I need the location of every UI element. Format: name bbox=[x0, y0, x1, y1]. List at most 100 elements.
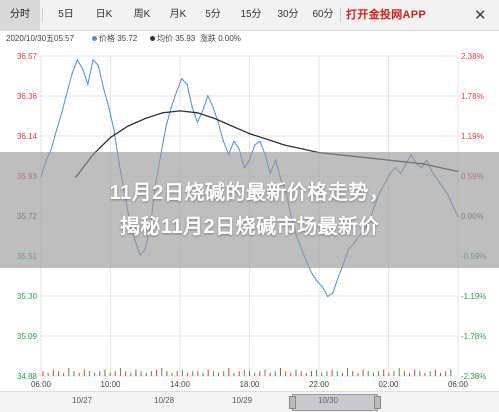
x-tick-label: 06:00 bbox=[31, 380, 52, 389]
price-readout: 价格 35.72 bbox=[92, 30, 137, 48]
y-tick-label: 36.57 bbox=[17, 52, 38, 61]
price-point bbox=[102, 87, 105, 89]
avg-label: 均价 bbox=[157, 34, 173, 43]
change-value: 0.00% bbox=[218, 34, 241, 43]
close-button[interactable]: ✕ bbox=[460, 0, 499, 30]
price-point bbox=[217, 121, 219, 123]
x-tick-label: 02:00 bbox=[378, 380, 399, 389]
navigator-right-handle[interactable] bbox=[374, 396, 381, 409]
price-point bbox=[327, 295, 329, 298]
price-point bbox=[170, 106, 172, 108]
price-point bbox=[87, 83, 89, 85]
time-navigator[interactable]: 10/27 10/28 10/29 10/30 bbox=[0, 391, 499, 412]
tab-5min[interactable]: 5分 bbox=[205, 9, 221, 20]
avg-value: 35.93 bbox=[175, 34, 196, 43]
pct-tick-label: -1.78% bbox=[461, 332, 486, 341]
period-tab-bar: 分时 5日 日K 周K 月K 5分 15分 30分 60分 打开金投网APP ✕ bbox=[0, 0, 499, 31]
avg-point bbox=[301, 148, 303, 150]
avg-point bbox=[266, 138, 268, 140]
navigator-left-handle[interactable] bbox=[289, 396, 296, 409]
change-label: 涨跌 bbox=[200, 34, 216, 43]
avg-point bbox=[144, 117, 146, 120]
change-readout: 涨跌 0.00% bbox=[200, 30, 241, 48]
price-point bbox=[238, 148, 240, 150]
price-legend-dot-icon bbox=[92, 36, 97, 42]
navigator-date: 10/28 bbox=[154, 396, 175, 405]
tab-60min[interactable]: 60分 bbox=[312, 9, 334, 20]
tab-5day[interactable]: 5日 bbox=[58, 9, 74, 20]
price-point bbox=[259, 140, 261, 142]
price-point bbox=[92, 59, 94, 61]
price-point bbox=[191, 106, 193, 108]
price-point bbox=[186, 83, 188, 85]
y-tick-label: 35.30 bbox=[17, 292, 38, 301]
price-point bbox=[113, 129, 115, 131]
y-tick-label: 35.09 bbox=[17, 332, 38, 341]
price-point bbox=[56, 129, 58, 131]
tab-divider bbox=[42, 8, 43, 22]
tab-daily-k[interactable]: 日K bbox=[95, 9, 113, 20]
y-tick-label: 34.88 bbox=[17, 372, 38, 381]
price-point bbox=[196, 121, 198, 123]
price-point bbox=[82, 68, 84, 70]
tab-15min[interactable]: 15分 bbox=[240, 9, 262, 20]
navigator-date: 10/30 bbox=[318, 396, 339, 405]
price-point bbox=[207, 95, 209, 97]
avg-point bbox=[248, 133, 251, 135]
price-point bbox=[254, 144, 256, 146]
price-point bbox=[175, 91, 178, 93]
avg-readout: 均价 35.93 bbox=[150, 30, 195, 48]
price-point bbox=[321, 286, 324, 288]
price-point bbox=[222, 140, 224, 142]
price-point bbox=[66, 91, 68, 93]
avg-point bbox=[283, 144, 285, 146]
y-tick-label: 36.36 bbox=[17, 92, 38, 101]
pct-tick-label: 1.78% bbox=[461, 92, 484, 101]
price-point bbox=[76, 59, 79, 61]
navigator-date: 10/29 bbox=[232, 396, 253, 405]
avg-point bbox=[162, 112, 164, 114]
tab-30min[interactable]: 30分 bbox=[277, 9, 299, 20]
quote-info-bar: 2020/10/30五05:57 价格 35.72 均价 35.93 涨跌 0.… bbox=[0, 30, 499, 48]
x-tick-label: 06:00 bbox=[448, 380, 469, 389]
tab-intraday[interactable]: 分时 bbox=[0, 0, 40, 30]
price-point bbox=[61, 112, 63, 114]
headline-line-1: 11月2日烧碱的最新价格走势， bbox=[109, 182, 390, 204]
price-point bbox=[50, 148, 53, 150]
x-tick-label: 14:00 bbox=[170, 380, 191, 389]
avg-point bbox=[109, 136, 112, 138]
avg-point bbox=[179, 110, 181, 112]
price-point bbox=[233, 140, 235, 142]
price-point bbox=[332, 292, 334, 294]
avg-point bbox=[196, 112, 198, 114]
tab-weekly-k[interactable]: 周K bbox=[133, 9, 151, 20]
price-point bbox=[181, 78, 183, 80]
price-value: 35.72 bbox=[117, 34, 138, 43]
price-point bbox=[71, 72, 73, 74]
pct-tick-label: 1.19% bbox=[461, 132, 484, 141]
pct-tick-label: -2.38% bbox=[461, 372, 486, 381]
price-point bbox=[165, 125, 167, 127]
navigator-range-window[interactable] bbox=[289, 394, 381, 411]
price-point bbox=[212, 106, 214, 108]
headline-line-2: 揭秘11月2日烧碱市场最新价 bbox=[119, 216, 380, 238]
navigator-date: 10/27 bbox=[72, 396, 93, 405]
avg-legend-dot-icon bbox=[150, 36, 155, 42]
price-point bbox=[337, 276, 339, 279]
pct-tick-label: -1.19% bbox=[461, 292, 486, 301]
quote-datetime: 2020/10/30五05:57 bbox=[6, 34, 75, 43]
tab-monthly-k[interactable]: 月K bbox=[169, 9, 187, 20]
avg-point bbox=[214, 117, 216, 120]
x-tick-label: 18:00 bbox=[239, 380, 260, 389]
headline-overlay: 11月2日烧碱的最新价格走势， 揭秘11月2日烧碱市场最新价 bbox=[0, 152, 499, 268]
tab-divider bbox=[340, 8, 341, 22]
price-point bbox=[202, 110, 204, 112]
open-app-link[interactable]: 打开金投网APP bbox=[346, 9, 427, 21]
avg-point bbox=[231, 125, 233, 127]
x-tick-label: 10:00 bbox=[100, 380, 121, 389]
x-tick-label: 22:00 bbox=[309, 380, 330, 389]
close-icon: ✕ bbox=[474, 7, 487, 24]
price-point bbox=[108, 106, 110, 108]
avg-point bbox=[127, 125, 129, 127]
